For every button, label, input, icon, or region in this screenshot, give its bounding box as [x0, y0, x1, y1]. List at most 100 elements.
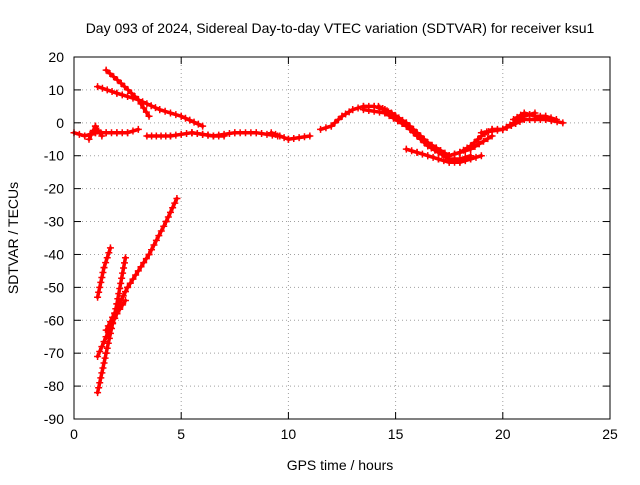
data-point-marker	[115, 290, 123, 298]
y-tick-label: -10	[44, 148, 64, 164]
data-point-marker	[193, 130, 201, 138]
data-point-marker	[121, 259, 129, 267]
data-point-marker	[150, 241, 158, 249]
data-point-marker	[108, 88, 116, 96]
y-tick-label: -90	[44, 411, 64, 427]
data-point-marker	[252, 129, 260, 137]
data-point-marker	[472, 153, 480, 161]
data-point-marker	[389, 114, 397, 122]
data-point-marker	[140, 259, 148, 267]
data-point-marker	[91, 122, 99, 130]
data-point-marker	[327, 122, 335, 130]
data-point-marker	[284, 135, 292, 143]
data-point-marker	[461, 147, 469, 155]
data-point-marker	[354, 104, 362, 112]
data-series-arc-10	[188, 129, 282, 140]
data-point-marker	[263, 130, 271, 138]
data-point-marker	[451, 150, 459, 158]
data-point-marker	[169, 204, 177, 212]
data-point-marker	[477, 152, 485, 160]
data-point-marker	[151, 104, 159, 112]
data-point-marker	[408, 147, 416, 155]
data-point-marker	[190, 118, 198, 126]
data-point-marker	[204, 131, 212, 139]
data-point-marker	[338, 112, 346, 120]
data-point-marker	[137, 263, 145, 271]
data-point-marker	[134, 96, 142, 104]
data-point-marker	[456, 158, 464, 166]
data-point-marker	[461, 157, 469, 165]
data-point-marker	[415, 132, 423, 140]
data-point-marker	[87, 131, 95, 139]
data-point-marker	[113, 76, 121, 84]
data-point-marker	[402, 122, 410, 130]
data-point-marker	[474, 135, 482, 143]
data-point-marker	[434, 155, 442, 163]
data-point-marker	[183, 130, 191, 138]
data-point-marker	[432, 144, 440, 152]
x-tick-label: 25	[602, 426, 618, 442]
data-point-marker	[142, 108, 150, 116]
data-point-marker	[98, 132, 106, 140]
data-point-marker	[419, 135, 427, 143]
y-tick-label: -70	[44, 345, 64, 361]
series-line	[376, 104, 473, 161]
data-point-marker	[100, 359, 108, 367]
data-series-arc-12	[317, 102, 539, 160]
y-tick-label: -80	[44, 378, 64, 394]
x-axis-label: GPS time / hours	[287, 457, 394, 473]
data-point-marker	[104, 339, 112, 347]
data-point-marker	[467, 155, 475, 163]
data-point-marker	[177, 112, 185, 120]
data-point-marker	[134, 125, 142, 133]
data-point-marker	[85, 135, 93, 143]
data-point-marker	[94, 293, 102, 301]
data-point-marker	[116, 284, 124, 292]
data-point-marker	[342, 110, 350, 118]
data-point-marker	[475, 140, 483, 148]
data-point-marker	[499, 125, 507, 133]
data-point-marker	[127, 89, 135, 97]
data-point-marker	[173, 195, 181, 203]
data-series-arc-1	[94, 244, 114, 301]
data-point-marker	[456, 148, 464, 156]
data-series-arc-14	[402, 145, 485, 166]
data-point-marker	[113, 89, 121, 97]
data-point-marker	[156, 106, 164, 114]
axis-ticks: 0 5 10 15 20 25 -90 -80 -70 -60 -50 -40 -30 -20 -10 0 10…	[44, 49, 618, 442]
x-tick-label: 0	[70, 426, 78, 442]
data-point-marker	[121, 288, 129, 296]
data-point-marker	[106, 69, 114, 77]
data-point-marker	[181, 114, 189, 122]
data-point-marker	[134, 267, 142, 275]
data-point-marker	[102, 326, 110, 334]
data-point-marker	[117, 296, 125, 304]
data-point-marker	[317, 125, 325, 133]
data-point-marker	[103, 344, 111, 352]
chart-title: Day 093 of 2024, Sidereal Day-to-day VTE…	[86, 20, 595, 36]
data-point-marker	[331, 119, 339, 127]
data-point-marker	[365, 106, 373, 114]
y-tick-label: -40	[44, 246, 64, 262]
data-point-marker	[96, 283, 104, 291]
data-point-marker	[164, 213, 172, 221]
data-point-marker	[147, 246, 155, 254]
data-point-marker	[295, 134, 303, 142]
data-series-arc-17	[510, 109, 560, 124]
data-point-marker	[101, 354, 109, 362]
data-point-marker	[186, 116, 194, 124]
data-point-marker	[119, 269, 127, 277]
data-point-marker	[526, 111, 534, 119]
data-point-marker	[120, 264, 128, 272]
data-point-marker	[96, 348, 104, 356]
data-point-marker	[280, 134, 288, 142]
data-point-marker	[177, 130, 185, 138]
data-point-marker	[424, 139, 432, 147]
data-point-marker	[322, 124, 330, 132]
data-point-marker	[411, 129, 419, 137]
data-point-marker	[215, 131, 223, 139]
data-point-marker	[484, 135, 492, 143]
data-series-arc-15	[359, 106, 496, 160]
data-point-marker	[188, 129, 196, 137]
